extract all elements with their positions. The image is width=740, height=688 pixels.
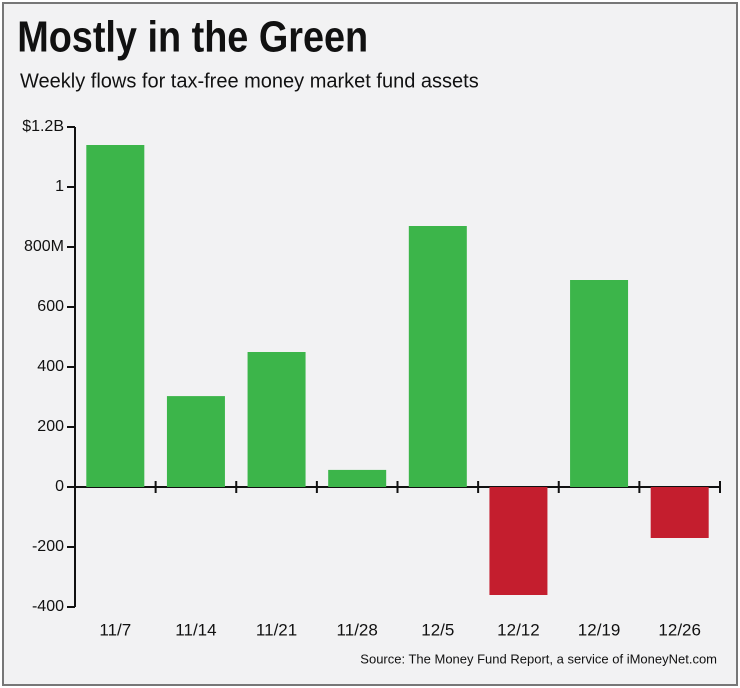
chart-title: Mostly in the Green — [17, 12, 368, 61]
y-tick-label: 0 — [55, 478, 64, 495]
x-tick-label: 11/21 — [256, 620, 297, 639]
bar — [570, 280, 629, 487]
bar — [247, 352, 306, 487]
y-tick-label: 600 — [37, 298, 64, 315]
x-tick-label: 12/12 — [497, 620, 540, 639]
x-tick-label: 12/5 — [421, 620, 454, 639]
y-tick-label: 400 — [37, 358, 64, 375]
x-tick-label: 12/26 — [658, 620, 701, 639]
y-tick-label: -200 — [32, 538, 64, 555]
x-tick-label: 11/28 — [337, 620, 378, 639]
bar — [166, 396, 225, 487]
y-tick-label: 1 — [55, 178, 64, 195]
y-tick-label: 800M — [24, 238, 64, 255]
bar — [650, 487, 709, 538]
bar — [86, 145, 145, 487]
bar — [328, 469, 387, 487]
source-note: Source: The Money Fund Report, a service… — [360, 651, 717, 666]
x-tick-label: 12/19 — [578, 620, 621, 639]
chart-subtitle: Weekly flows for tax-free money market f… — [20, 70, 479, 92]
x-tick-label: 11/14 — [175, 620, 216, 639]
y-tick-label: $1.2B — [22, 118, 64, 135]
bar — [408, 226, 467, 487]
y-tick-label: 200 — [37, 418, 64, 435]
x-tick-label: 11/7 — [99, 620, 131, 639]
y-tick-label: -400 — [32, 598, 64, 615]
bar — [489, 487, 548, 595]
